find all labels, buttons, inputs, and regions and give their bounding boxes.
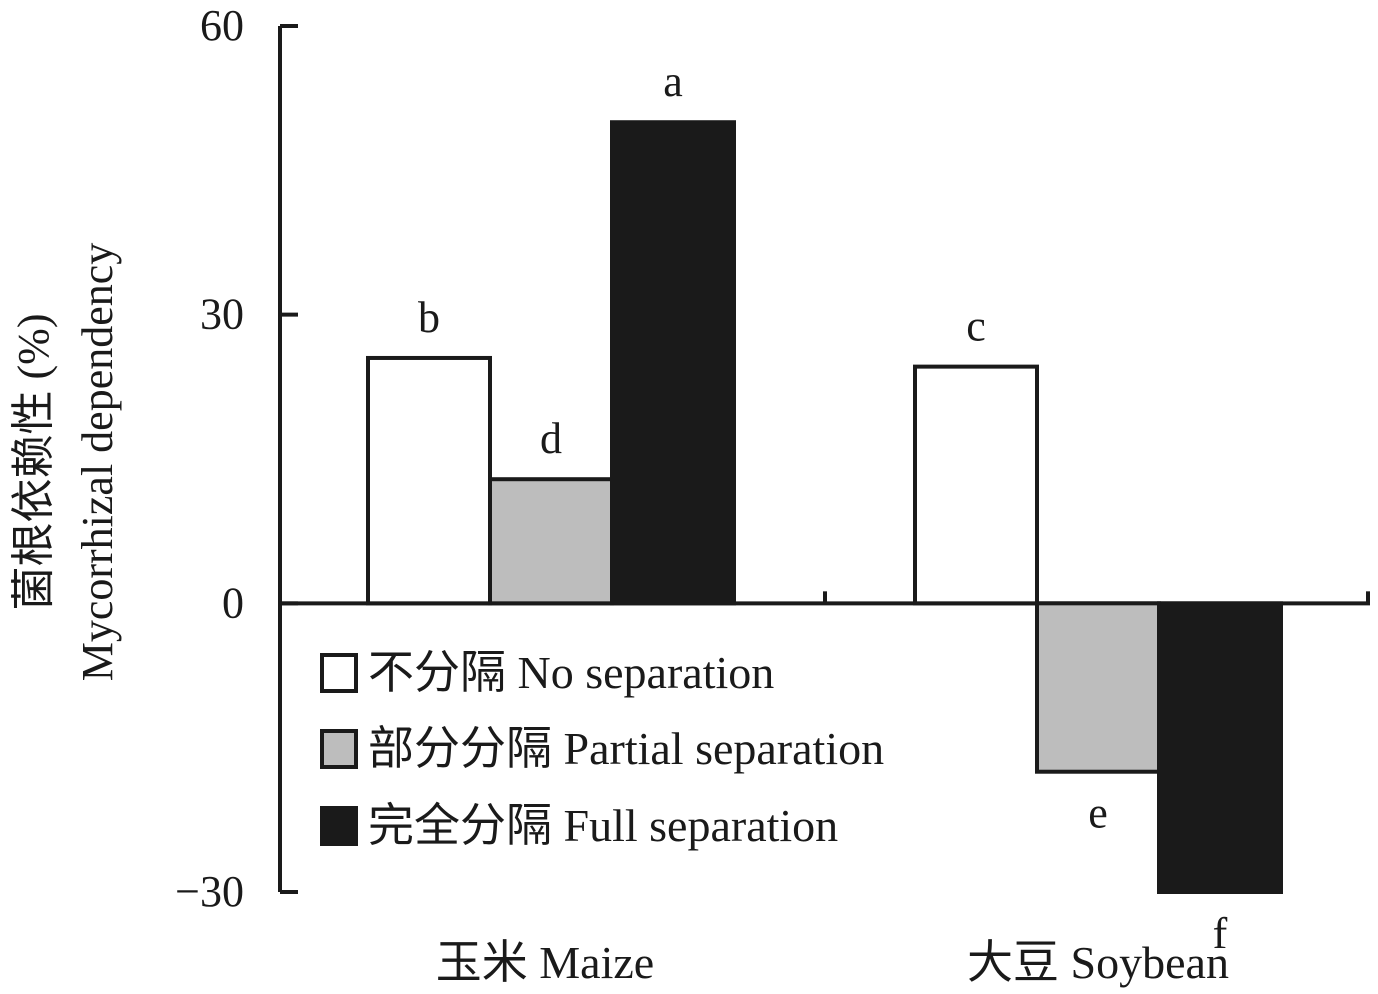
legend-swatch: [320, 806, 358, 846]
legend-swatch: [320, 729, 358, 769]
significance-label: b: [418, 293, 440, 342]
legend-label: 完全分隔 Full separation: [368, 800, 838, 851]
legend-swatch: [320, 653, 358, 693]
y-axis: −30 0 30 60: [175, 1, 298, 916]
category-label: 玉米 Maize: [436, 937, 654, 988]
y-axis-title-en: Mycorrhizal dependency: [73, 243, 122, 682]
significance-labels: b d a c e f: [418, 57, 1228, 958]
legend: 不分隔 No separation 部分分隔 Partial separation…: [320, 647, 884, 851]
category-label: 大豆 Soybean: [967, 937, 1229, 988]
bar: [1157, 601, 1283, 894]
bar: [913, 364, 1039, 606]
bars: [366, 120, 1283, 894]
significance-label: e: [1088, 789, 1108, 838]
significance-label: f: [1213, 909, 1228, 958]
significance-label: d: [540, 414, 562, 463]
category-labels: 玉米 Maize 大豆 Soybean: [436, 937, 1229, 988]
bar: [366, 355, 492, 606]
significance-label: a: [663, 57, 683, 106]
bar: [488, 477, 614, 606]
legend-label: 不分隔 No separation: [368, 647, 774, 698]
legend-label: 部分分隔 Partial separation: [368, 723, 884, 774]
y-tick-label: 0: [222, 578, 244, 627]
y-axis-title-cn: 菌根依赖性 (%): [9, 314, 58, 611]
y-tick-label: 30: [200, 290, 244, 339]
bar: [1035, 601, 1161, 774]
y-tick-label: 60: [200, 1, 244, 50]
y-axis-title: 菌根依赖性 (%) Mycorrhizal dependency: [9, 243, 122, 682]
significance-label: c: [966, 302, 986, 351]
bar: [610, 120, 736, 606]
y-tick-label: −30: [175, 867, 244, 916]
